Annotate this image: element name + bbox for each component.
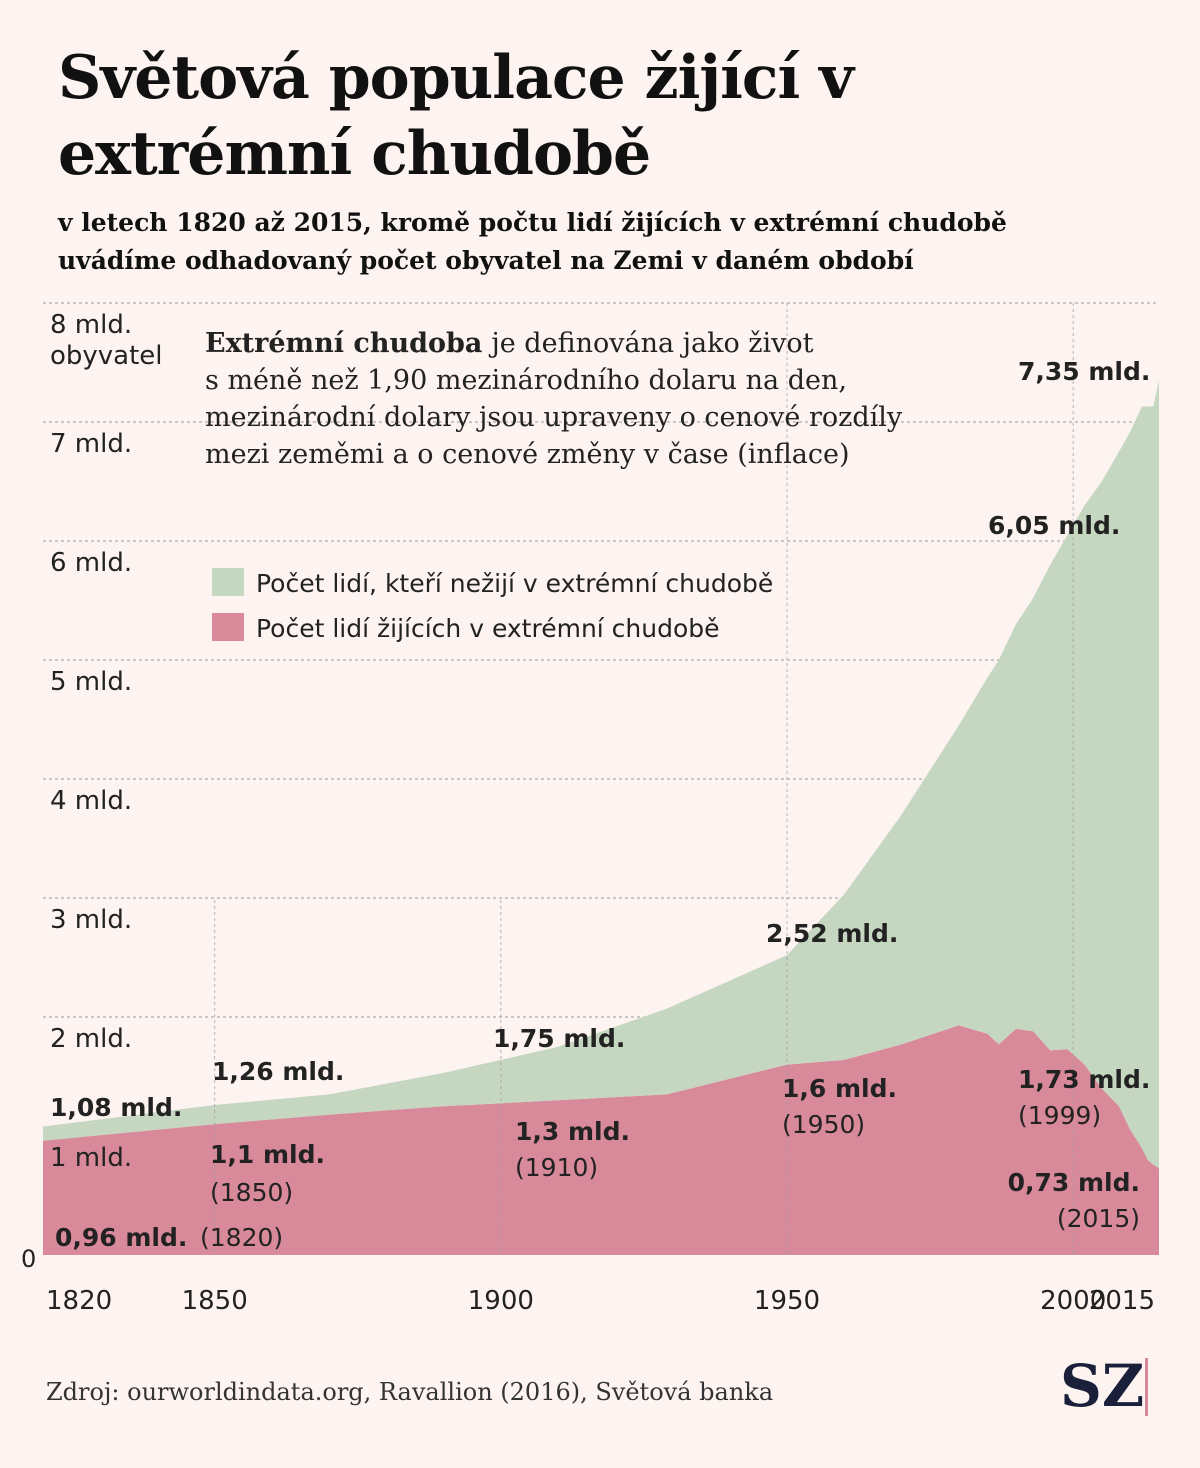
annotation: 6,05 mld.: [988, 511, 1120, 540]
legend-label: Počet lidí, kteří nežijí v extrémní chud…: [256, 569, 773, 598]
title: Světová populace žijící v extrémní chudo…: [58, 43, 854, 189]
y-tick-label: 6 mld.: [50, 548, 132, 578]
y-tick-label: 7 mld.: [50, 429, 132, 459]
note: Extrémní chudoba je definována jako život…: [205, 328, 903, 470]
annotation: 0,73 mld.: [1008, 1168, 1140, 1197]
note-line: mezinárodní dolary jsou upraveny o cenov…: [205, 402, 903, 433]
annotation: 1,26 mld.: [212, 1057, 344, 1086]
note-bold: Extrémní chudoba: [205, 328, 482, 359]
x-tick-label: 1950: [754, 1286, 820, 1316]
note-line: s méně než 1,90 mezinárodního dolaru na …: [205, 365, 847, 396]
y-tick-label: 5 mld.: [50, 667, 132, 697]
x-tick-label: 1850: [182, 1286, 248, 1316]
annotation-note: (2015): [1057, 1204, 1140, 1233]
area: [43, 380, 1159, 1169]
x-tick-label: 1820: [46, 1286, 112, 1316]
y-tick-label: 0: [21, 1245, 36, 1273]
annotation-note: (1910): [515, 1153, 598, 1182]
y-tick-label: 1 mld.: [50, 1143, 132, 1173]
logo-bar: [1145, 1358, 1148, 1416]
annotation: 1,1 mld.: [210, 1140, 325, 1169]
x-tick-label: 2000: [1040, 1286, 1106, 1316]
logo: SZ: [1060, 1352, 1145, 1420]
annotation: 1,73 mld.: [1018, 1065, 1150, 1094]
note-line: je definována jako život: [488, 328, 813, 359]
legend-swatch: [212, 613, 244, 641]
annotation: 0,96 mld.: [55, 1223, 187, 1252]
annotation: 2,52 mld.: [766, 919, 898, 948]
annotation: 1,08 mld.: [50, 1093, 182, 1122]
y-tick-label: 2 mld.: [50, 1024, 132, 1054]
note-line: mezi zeměmi a o cenové změny v čase (inf…: [205, 439, 850, 470]
legend-swatch: [212, 568, 244, 596]
y-tick-label: 3 mld.: [50, 905, 132, 935]
annotation: 7,35 mld.: [1018, 357, 1150, 386]
y-axis-label: obyvatel: [50, 341, 163, 371]
annotation-note: (1850): [210, 1178, 293, 1207]
source: Zdroj: ourworldindata.org, Ravallion (20…: [46, 1378, 774, 1406]
annotation: 1,6 mld.: [782, 1074, 897, 1103]
subtitle: v letech 1820 až 2015, kromě počtu lidí …: [58, 208, 1007, 275]
annotation-note: (1950): [782, 1110, 865, 1139]
area: [43, 1025, 1159, 1255]
annotation-note: (1999): [1018, 1101, 1101, 1130]
x-tick-label: 1900: [468, 1286, 534, 1316]
y-tick-label: 4 mld.: [50, 786, 132, 816]
x-tick-label: 2015: [1089, 1286, 1155, 1316]
annotation-note: (1820): [200, 1223, 283, 1252]
legend-label: Počet lidí žijících v extrémní chudobě: [256, 614, 720, 643]
y-tick-label: 8 mld.: [50, 310, 132, 340]
annotation: 1,75 mld.: [493, 1024, 625, 1053]
annotation: 1,3 mld.: [515, 1117, 630, 1146]
